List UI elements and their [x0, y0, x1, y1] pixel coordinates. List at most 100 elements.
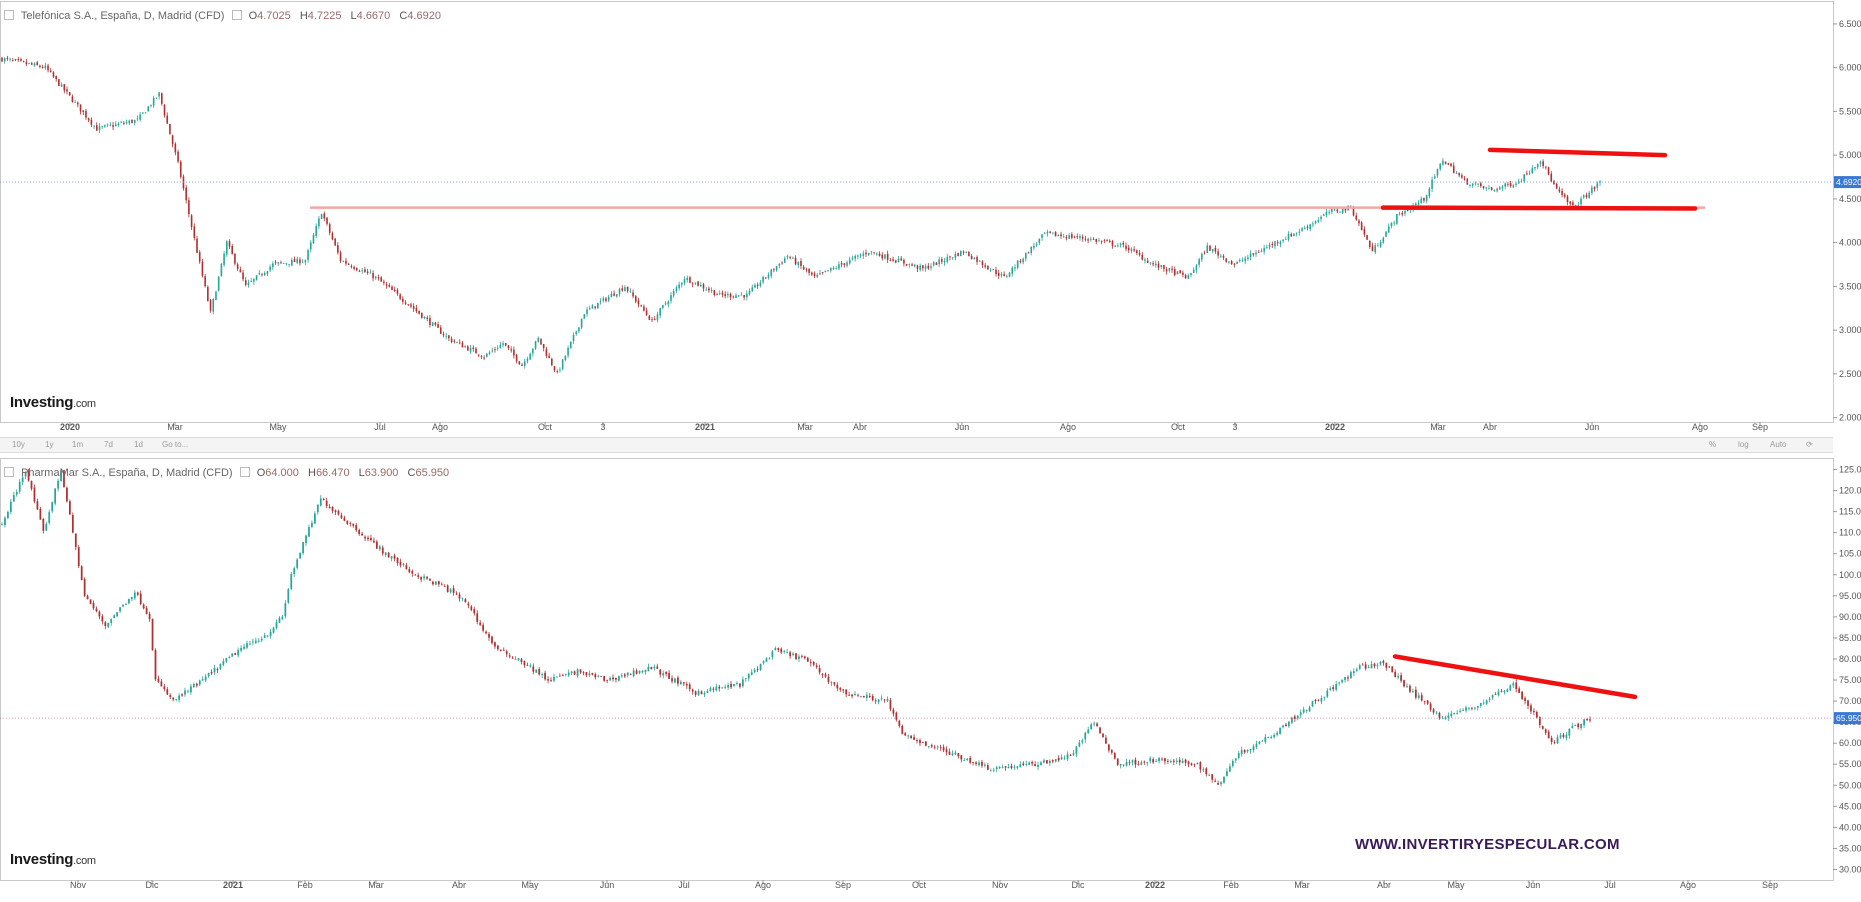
candle-body — [1146, 762, 1149, 763]
candle-body — [508, 655, 511, 657]
candle-body — [674, 678, 676, 683]
candle-body — [1146, 260, 1149, 263]
candle-body — [1081, 740, 1084, 743]
candle-body — [364, 536, 366, 539]
candle-body — [754, 284, 756, 288]
candle-body — [30, 63, 33, 65]
candle-body — [542, 344, 545, 349]
candle-body — [1370, 664, 1373, 669]
settings-icon[interactable] — [239, 467, 250, 477]
candle-body — [12, 495, 15, 502]
candle-body — [1429, 703, 1432, 710]
candle-body — [922, 265, 924, 269]
range-1m-button[interactable]: 1m — [72, 440, 84, 449]
candle-body — [343, 517, 346, 521]
candle-body — [523, 361, 526, 366]
candle-body — [678, 284, 680, 289]
candle-body — [1249, 253, 1252, 258]
candle-body — [517, 658, 520, 661]
candle-body — [859, 255, 862, 257]
candle-body — [1544, 729, 1547, 733]
candle-body — [762, 276, 764, 283]
candle-body — [1433, 176, 1436, 179]
candle-body — [201, 679, 204, 681]
candle-body — [101, 616, 104, 622]
candle-body — [352, 523, 355, 526]
candle-body — [296, 559, 299, 568]
candle-body — [328, 506, 331, 509]
candle-body — [765, 658, 768, 662]
candle-body — [724, 294, 726, 297]
candle-body — [77, 547, 80, 567]
candle-body — [559, 369, 561, 371]
candle-body — [794, 257, 797, 265]
candle-body — [255, 275, 258, 280]
candle-body — [33, 487, 36, 502]
range-1y-button[interactable]: 1y — [45, 440, 54, 449]
candle-body — [916, 740, 918, 742]
candle-body — [511, 657, 514, 659]
candle-body — [1409, 685, 1411, 692]
candle-body — [783, 258, 786, 263]
candle-body — [753, 670, 756, 673]
candle-body — [659, 669, 662, 675]
candle-body — [1574, 204, 1577, 207]
candle-body — [1485, 700, 1488, 704]
candle-body — [1068, 235, 1070, 239]
y-tick-label: 50.000 — [1839, 780, 1861, 790]
reset-icon[interactable]: ⟳ — [1806, 440, 1813, 449]
candle-body — [951, 753, 954, 756]
candle-body — [1580, 198, 1582, 205]
collapse-icon[interactable] — [4, 467, 14, 477]
candle-body — [1098, 240, 1100, 242]
candle-body — [158, 92, 160, 97]
auto-toggle[interactable]: Auto — [1770, 440, 1787, 449]
candle-body — [1233, 263, 1236, 265]
candle-body — [439, 327, 442, 334]
candle-body — [1339, 211, 1341, 213]
candle-body — [1024, 252, 1027, 259]
candle-body — [449, 589, 452, 593]
log-toggle[interactable]: log — [1738, 440, 1749, 449]
candle-body — [865, 694, 868, 698]
candle-body — [445, 335, 448, 337]
candle-body — [113, 615, 116, 619]
candle-body — [82, 110, 85, 113]
candle-body — [1075, 746, 1078, 754]
candle-body — [1471, 183, 1474, 186]
y-tick-label: 120.000 — [1839, 486, 1861, 496]
candle-body — [312, 235, 315, 244]
candle-body — [1057, 757, 1060, 761]
candle-body — [773, 269, 775, 271]
candle-body — [1, 57, 3, 62]
candle-body — [1591, 187, 1593, 194]
candle-body — [410, 304, 412, 307]
candle-body — [1562, 734, 1565, 737]
candle-body — [120, 122, 122, 124]
candle-body — [24, 472, 27, 477]
range-7d-button[interactable]: 7d — [104, 440, 113, 449]
x-tick-label: Mar — [797, 422, 813, 432]
candle-body — [1043, 760, 1045, 763]
candle-body — [1252, 253, 1255, 255]
candle-body — [66, 89, 68, 92]
range-1d-button[interactable]: 1d — [134, 440, 143, 449]
candle-body — [305, 535, 307, 544]
settings-icon[interactable] — [231, 10, 242, 20]
range-10y-button[interactable]: 10y — [12, 440, 25, 449]
candle-body — [185, 187, 187, 201]
candle-body — [225, 658, 228, 662]
percent-toggle[interactable]: % — [1709, 440, 1717, 449]
go-to-button[interactable]: Go to... — [162, 440, 189, 449]
candle-body — [440, 584, 443, 586]
candle-body — [1482, 702, 1485, 704]
candle-body — [1583, 719, 1585, 726]
candle-body — [178, 695, 180, 700]
collapse-icon[interactable] — [4, 10, 14, 20]
candle-body — [86, 595, 89, 600]
candle-body — [340, 515, 343, 519]
candle-body — [827, 270, 829, 272]
candle-body — [1361, 664, 1364, 666]
